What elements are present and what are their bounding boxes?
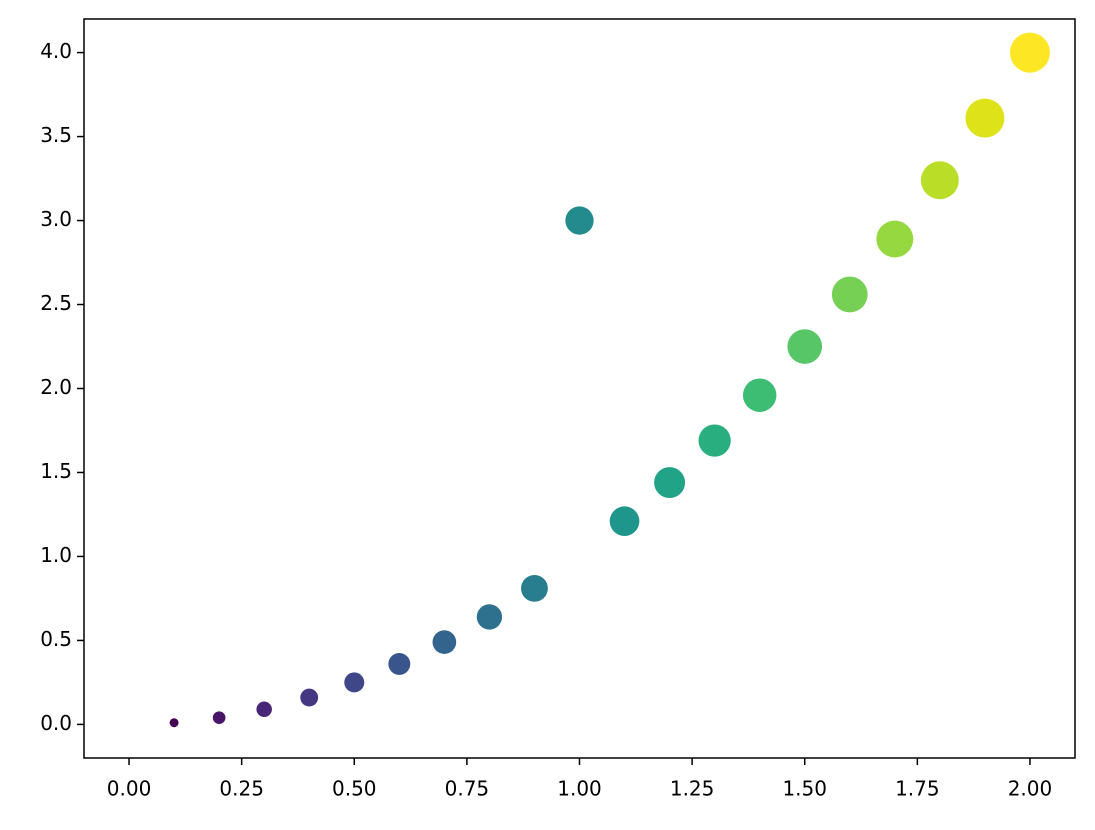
x-tick-label: 1.50 [782, 777, 827, 801]
scatter-point [1009, 32, 1050, 73]
y-tick-label: 1.5 [40, 459, 72, 483]
scatter-point [742, 378, 777, 412]
scatter-point [654, 467, 686, 499]
x-tick-label: 2.00 [1008, 777, 1053, 801]
scatter-point [965, 98, 1005, 138]
y-tick-label: 2.0 [40, 375, 72, 399]
x-tick-label: 0.25 [219, 777, 264, 801]
scatter-point [609, 506, 640, 537]
x-tick-label: 1.75 [895, 777, 940, 801]
x-tick-label: 0.00 [107, 777, 152, 801]
x-tick-label: 0.75 [445, 777, 490, 801]
y-tick-label: 0.0 [40, 711, 72, 735]
scatter-point [521, 574, 548, 602]
scatter-point [344, 672, 365, 693]
scatter-point [787, 329, 823, 364]
y-tick-label: 2.5 [40, 291, 72, 315]
scatter-point [831, 276, 868, 313]
x-tick-label: 0.50 [332, 777, 377, 801]
scatter-point [212, 711, 226, 725]
y-tick-label: 4.0 [40, 39, 72, 63]
scatter-point [300, 688, 319, 707]
y-tick-label: 1.0 [40, 543, 72, 567]
scatter-point [476, 604, 503, 630]
scatter-point [565, 206, 594, 235]
scatter-point [432, 630, 457, 654]
y-tick-label: 3.5 [40, 123, 72, 147]
scatter-point [920, 161, 959, 200]
scatter-point [698, 424, 731, 457]
scatter-point [388, 652, 411, 675]
plot-frame [83, 18, 1076, 759]
x-tick-label: 1.25 [670, 777, 715, 801]
x-tick-label: 1.00 [557, 777, 602, 801]
y-tick-label: 0.5 [40, 627, 72, 651]
y-tick-label: 3.0 [40, 207, 72, 231]
scatter-point [256, 701, 272, 718]
scatter-point [169, 718, 179, 728]
scatter-point [876, 220, 914, 258]
